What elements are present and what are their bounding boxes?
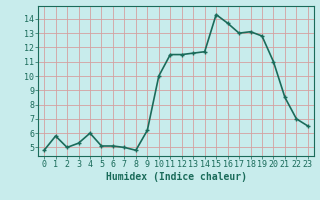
X-axis label: Humidex (Indice chaleur): Humidex (Indice chaleur) (106, 172, 246, 182)
